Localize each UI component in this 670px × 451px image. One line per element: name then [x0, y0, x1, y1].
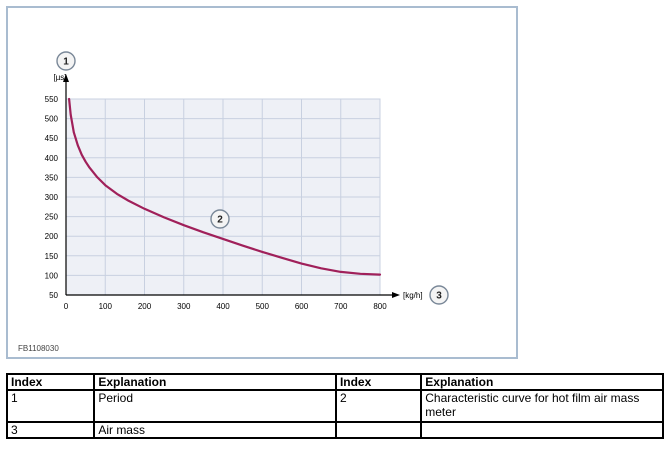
table-cell: 1 [5, 389, 96, 423]
x-tick-label: 0 [64, 302, 69, 311]
callout-3-label: 3 [436, 291, 442, 302]
header-index-1: Index [5, 373, 96, 391]
table-header-row: Index Explanation Index Explanation [5, 373, 664, 391]
x-axis-arrow [392, 292, 400, 298]
x-tick-label: 500 [256, 302, 270, 311]
table-cell: 3 [5, 421, 96, 439]
y-tick-label: 200 [45, 232, 59, 241]
y-tick-label: 550 [45, 95, 59, 104]
y-tick-label: 100 [45, 271, 59, 280]
x-tick-label: 200 [138, 302, 152, 311]
header-explanation-1: Explanation [93, 373, 337, 391]
chart-figure: 50 100 150 200 250 300 350 400 450 500 550 0 100 200 3… [6, 6, 518, 359]
callout-2: 2 [210, 209, 230, 229]
table-cell: Air mass [93, 421, 337, 439]
y-tick-label: 500 [45, 115, 59, 124]
index-explanation-table: Index Explanation Index Explanation 1 Pe… [5, 373, 664, 439]
figure-id: FB1108030 [18, 344, 59, 353]
y-tick-label: 350 [45, 173, 59, 182]
table-row: 1 Period 2 Characteristic curve for hot … [5, 389, 664, 423]
y-tick-label: 250 [45, 213, 59, 222]
x-tick-label: 700 [334, 302, 348, 311]
x-tick-label: 300 [177, 302, 191, 311]
callout-2-label: 2 [217, 215, 223, 226]
table-cell: Characteristic curve for hot film air ma… [420, 389, 664, 423]
table-cell: 2 [334, 389, 423, 423]
y-tick-label: 50 [49, 291, 58, 300]
table-cell [334, 421, 423, 439]
x-tick-label: 800 [373, 302, 387, 311]
table-cell [420, 421, 664, 439]
characteristic-curve-line [67, 97, 382, 276]
header-explanation-2: Explanation [420, 373, 664, 391]
table-row: 3 Air mass [5, 421, 664, 439]
x-tick-label: 600 [295, 302, 309, 311]
x-axis-label: [kg/h] [403, 291, 423, 300]
x-tick-label: 400 [216, 302, 230, 311]
y-tick-label: 300 [45, 193, 59, 202]
y-tick-label: 450 [45, 134, 59, 143]
y-tick-label: 150 [45, 252, 59, 261]
characteristic-curve-chart: 50 100 150 200 250 300 350 400 450 500 550 0 100 200 3… [45, 51, 449, 311]
callout-1-label: 1 [63, 57, 69, 68]
y-axis-arrow [63, 74, 69, 82]
y-axis-label: [µs] [53, 73, 66, 82]
header-index-2: Index [334, 373, 423, 391]
callout-1: 1 [56, 51, 76, 71]
callout-3: 3 [429, 285, 449, 305]
y-tick-label: 400 [45, 154, 59, 163]
table-cell: Period [93, 389, 337, 423]
x-tick-label: 100 [99, 302, 113, 311]
